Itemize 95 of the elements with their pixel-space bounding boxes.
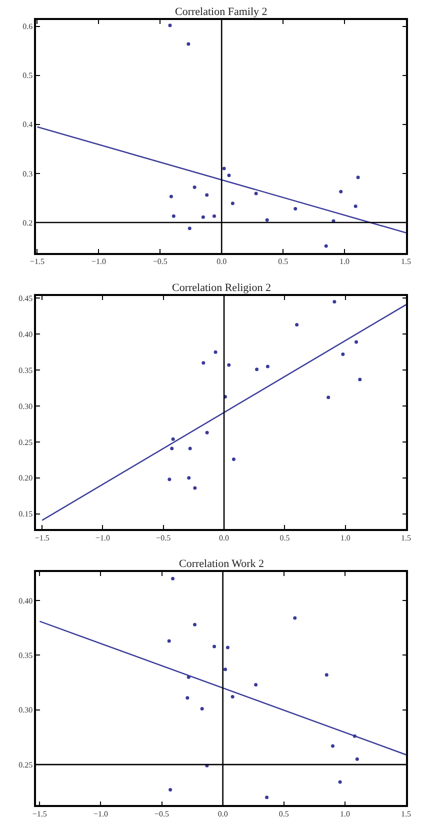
point <box>205 430 209 434</box>
x-tick-label: −0.5 <box>156 533 171 542</box>
point <box>214 350 218 354</box>
x-tick-label: −1.0 <box>95 533 110 542</box>
point <box>338 780 342 784</box>
x-tick-label: 1.0 <box>340 533 350 542</box>
y-tick-label: 0.2 <box>22 218 33 228</box>
point <box>168 24 172 28</box>
point <box>294 207 298 211</box>
chart-title: Correlation Religion 2 <box>172 282 271 294</box>
y-tick-label: 0.35 <box>18 366 33 375</box>
x-tick-label: 1.0 <box>340 257 350 266</box>
point <box>170 446 174 450</box>
point <box>171 437 175 441</box>
point <box>354 340 358 344</box>
point <box>224 668 228 672</box>
point <box>212 644 216 648</box>
point <box>295 323 299 327</box>
point <box>355 757 359 761</box>
x-tick-label: 0.0 <box>218 809 228 818</box>
point <box>341 352 345 356</box>
point <box>222 166 226 170</box>
point <box>186 696 190 700</box>
point <box>168 788 172 792</box>
point <box>226 646 230 650</box>
x-tick-label: 0.5 <box>278 257 288 266</box>
point <box>193 486 197 490</box>
point <box>193 622 196 626</box>
x-tick-label: 0.5 <box>278 809 289 818</box>
point <box>339 190 343 194</box>
point <box>324 673 328 677</box>
point <box>200 707 204 711</box>
x-tick-label: 1.5 <box>401 533 411 542</box>
point <box>356 176 360 180</box>
x-tick-label: 1.5 <box>401 809 411 818</box>
x-tick-label: 1.5 <box>401 257 411 266</box>
y-tick-label: 0.25 <box>18 760 33 770</box>
point <box>186 42 190 46</box>
x-tick-label: 0.0 <box>216 257 227 266</box>
point <box>293 616 297 620</box>
point <box>324 244 328 248</box>
y-tick-label: 0.40 <box>18 330 33 339</box>
x-tick-label: 1.0 <box>340 809 350 818</box>
point <box>326 396 330 400</box>
x-tick-label: 0.0 <box>219 533 230 542</box>
chart-title: Correlation Work 2 <box>179 558 264 570</box>
x-tick-label: −0.5 <box>154 809 170 818</box>
y-tick-label: 0.45 <box>18 294 33 304</box>
y-tick-label: 0.40 <box>18 596 33 606</box>
point <box>265 218 269 222</box>
point <box>330 744 334 748</box>
y-tick-label: 0.3 <box>22 169 33 178</box>
y-tick-label: 0.5 <box>22 71 33 80</box>
point <box>201 215 205 219</box>
point <box>188 446 192 450</box>
point <box>230 202 234 206</box>
y-tick-label: 0.30 <box>18 402 33 411</box>
chart-title: Correlation Family 2 <box>175 6 268 18</box>
y-tick-label: 0.20 <box>18 474 33 483</box>
point <box>202 361 206 365</box>
point <box>254 682 258 686</box>
point <box>266 364 270 368</box>
y-tick-label: 0.30 <box>18 706 33 715</box>
x-tick-label: −1.5 <box>32 809 47 818</box>
y-tick-label: 0.25 <box>18 438 33 447</box>
point <box>358 378 362 382</box>
point <box>332 300 336 304</box>
x-tick-label: 0.5 <box>280 533 290 542</box>
y-tick-label: 0.35 <box>18 651 33 660</box>
point <box>187 476 191 480</box>
point <box>227 174 231 178</box>
point <box>172 214 176 218</box>
point <box>205 193 209 197</box>
point <box>168 478 172 482</box>
point <box>212 214 216 218</box>
point <box>265 796 269 800</box>
y-tick-label: 0.6 <box>22 22 33 32</box>
point <box>255 368 259 372</box>
point <box>232 457 236 461</box>
y-tick-label: 0.15 <box>18 510 33 519</box>
y-tick-label: 0.4 <box>22 120 33 130</box>
point <box>188 226 192 230</box>
point <box>192 185 196 189</box>
point <box>169 194 173 198</box>
point <box>354 204 358 208</box>
x-tick-label: −1.5 <box>30 257 44 266</box>
x-tick-label: −1.5 <box>34 533 50 542</box>
point <box>227 363 231 367</box>
x-tick-label: −1.0 <box>91 257 106 266</box>
x-tick-label: −0.5 <box>152 257 168 266</box>
point <box>230 695 234 699</box>
point <box>167 639 171 643</box>
x-tick-label: −1.0 <box>93 809 108 818</box>
point <box>254 192 258 196</box>
point <box>171 576 175 580</box>
